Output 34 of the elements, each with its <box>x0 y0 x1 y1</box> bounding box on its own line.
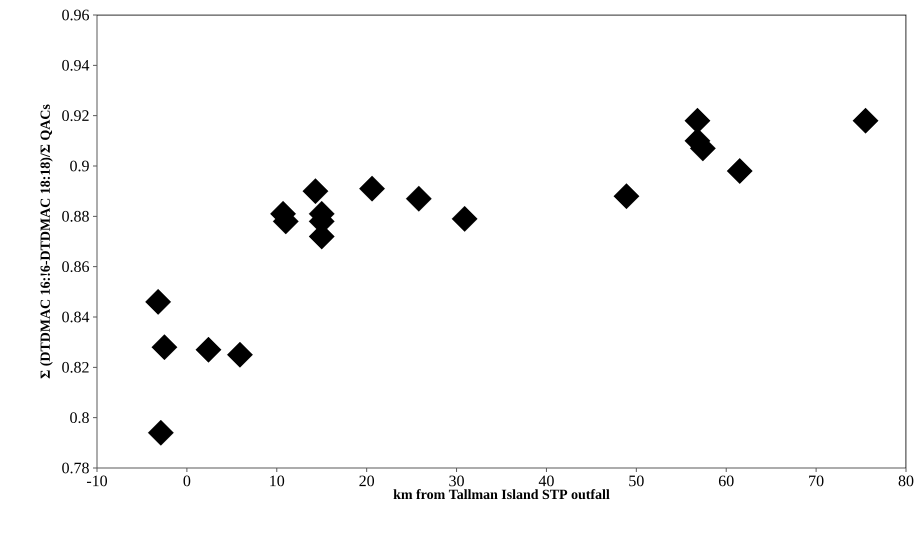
x-tick-label: 70 <box>809 476 824 486</box>
x-tick-label: 0 <box>184 476 190 486</box>
y-tick-label: 0.82 <box>62 362 89 373</box>
y-tick-label: 0.92 <box>62 110 89 122</box>
x-tick-label: 50 <box>629 476 644 486</box>
y-tick-label: 0.8 <box>70 412 89 424</box>
x-tick-label: 80 <box>898 476 914 486</box>
point <box>726 158 753 184</box>
point <box>614 183 640 210</box>
point <box>148 420 174 446</box>
point <box>196 336 222 363</box>
point <box>852 108 878 134</box>
x-axis-title: km from Tallman Island STP outfall <box>394 489 610 500</box>
y-tick-label: 0.86 <box>62 261 90 272</box>
point <box>452 206 478 232</box>
x-tick-label: 20 <box>359 476 374 486</box>
point <box>226 342 253 368</box>
y-tick-label: 0.88 <box>62 210 89 222</box>
y-tick-label: 0.94 <box>62 60 90 71</box>
x-tick-label: -10 <box>86 476 108 486</box>
point <box>406 186 432 212</box>
x-tick-label: 10 <box>270 476 284 486</box>
x-tick-label: 60 <box>718 476 734 486</box>
y-tick-label: 0.9 <box>70 160 89 172</box>
y-axis-title: Σ (DTDMAC 16:!6-DTDMAC 18:18)/Σ QACs <box>40 104 53 378</box>
x-tick-label: 30 <box>449 476 464 486</box>
y-tick-label: 0.84 <box>62 312 90 322</box>
point <box>145 288 172 315</box>
point <box>359 176 385 202</box>
y-tick-label: 0.96 <box>62 10 90 20</box>
point <box>302 178 328 204</box>
x-tick-label: 40 <box>538 476 554 486</box>
point <box>151 334 178 360</box>
y-tick-label: 0.78 <box>62 462 89 474</box>
